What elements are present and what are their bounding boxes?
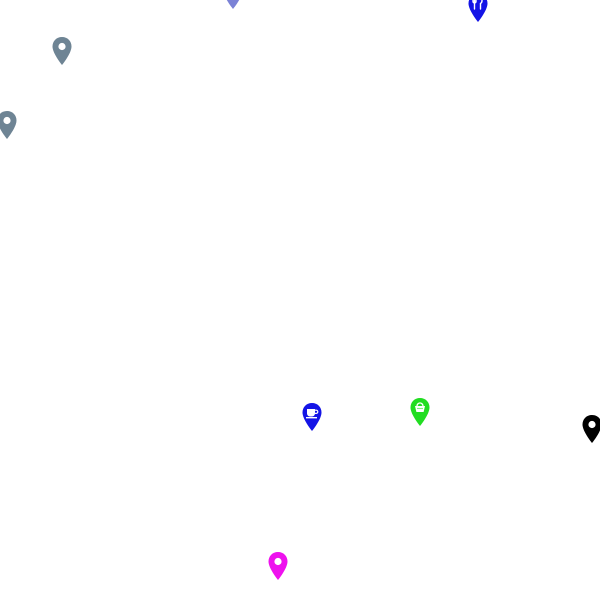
map-marker-2[interactable]	[467, 0, 489, 23]
shop-pin-icon	[410, 398, 430, 426]
black-pin-icon	[582, 415, 600, 443]
map-marker-4[interactable]	[0, 110, 18, 140]
magenta-pin-icon	[268, 552, 288, 580]
map-marker-1[interactable]	[222, 0, 244, 10]
map-marker-3[interactable]	[51, 36, 73, 66]
map-marker-6[interactable]	[409, 397, 431, 427]
gray-pin-icon	[52, 37, 72, 65]
map-marker-7[interactable]	[581, 414, 600, 444]
map-marker-5[interactable]	[301, 402, 323, 432]
gray-pin-icon	[0, 111, 17, 139]
purple-pin-icon	[226, 0, 240, 9]
map-marker-8[interactable]	[267, 551, 289, 581]
cafe-pin-icon	[302, 403, 322, 431]
restaurant-pin-icon	[468, 0, 488, 22]
